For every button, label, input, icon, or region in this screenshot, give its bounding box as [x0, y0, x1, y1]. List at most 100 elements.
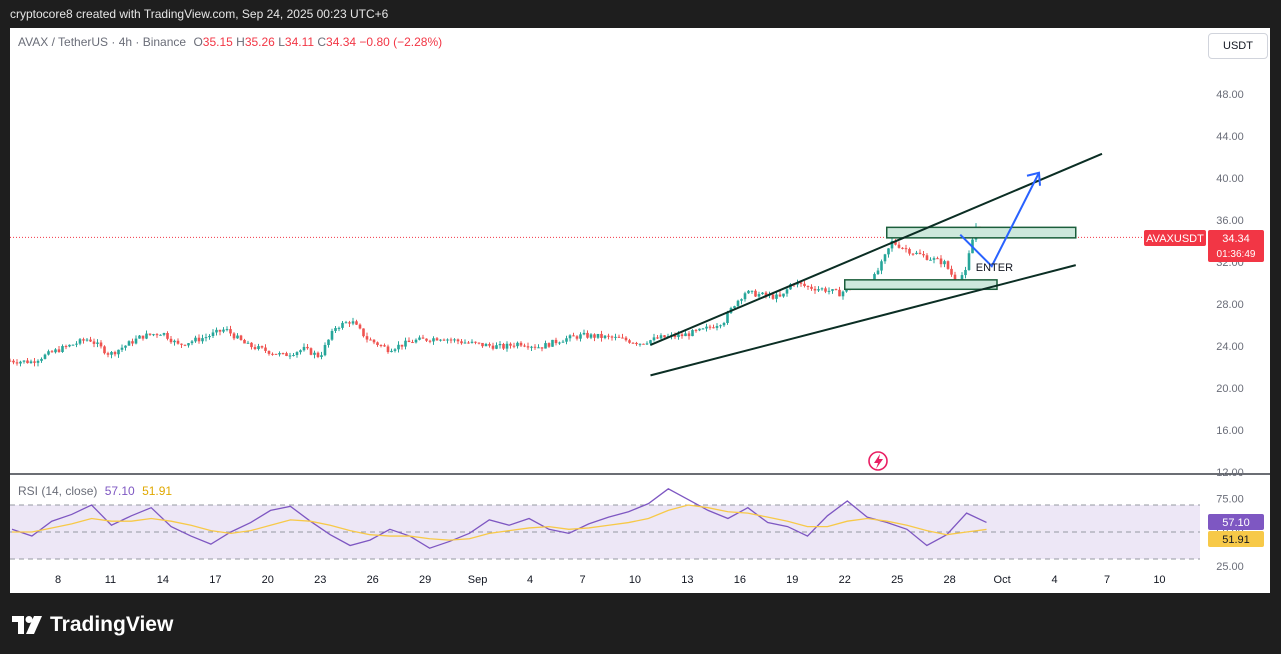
candle-body: [908, 248, 911, 254]
candle-body: [638, 343, 642, 345]
candle-body: [712, 327, 715, 329]
candle-body: [803, 283, 806, 287]
candle-body: [904, 248, 908, 250]
candle-body: [292, 355, 295, 357]
candle-body: [127, 341, 131, 346]
candle-body: [887, 248, 890, 255]
candle-body: [50, 351, 54, 353]
candle-body: [831, 289, 834, 291]
candle-body: [446, 339, 449, 341]
candle-body: [187, 343, 190, 346]
candle-body: [176, 340, 180, 344]
candle-body: [470, 341, 474, 343]
candle-body: [302, 346, 306, 351]
candle-body: [358, 324, 362, 329]
candle-body: [201, 338, 204, 342]
candle-body: [211, 332, 215, 336]
candle-body: [148, 333, 152, 335]
candle-body: [120, 347, 124, 350]
candle-body: [40, 358, 43, 361]
symbol-legend[interactable]: AVAX / TetherUS · 4h · Binance O35.15 H3…: [18, 35, 442, 49]
enter-label: ENTER: [976, 262, 1013, 274]
price-chart[interactable]: ENTER 48.0044.0040.0036.0032.0028.0024.0…: [10, 28, 1270, 593]
candle-body: [530, 346, 533, 348]
price-tick-label: 44.00: [1216, 131, 1244, 143]
candle-body: [810, 286, 813, 289]
candle-body: [932, 258, 936, 260]
candle-body: [320, 355, 323, 357]
price-zone: [886, 226, 1077, 239]
candle-body: [180, 343, 183, 345]
tradingview-logo-icon: [12, 616, 42, 634]
candle-body: [10, 360, 12, 362]
candle-body: [99, 342, 103, 347]
candle-body: [722, 322, 726, 326]
candle-body: [96, 342, 99, 344]
candle-body: [155, 334, 159, 336]
candle-body: [239, 335, 243, 340]
close-label: C: [317, 35, 327, 49]
candle-body: [222, 329, 225, 332]
candle-body: [705, 326, 708, 329]
candle-body: [267, 350, 271, 354]
candle-body: [880, 261, 883, 271]
candle-body: [12, 360, 15, 363]
candle-body: [771, 294, 775, 299]
candle-body: [750, 290, 754, 292]
candle-body: [813, 288, 817, 291]
currency-button[interactable]: USDT: [1208, 33, 1268, 59]
rsi-ma-tag: 51.91: [1208, 531, 1264, 547]
projection-arrow[interactable]: [959, 171, 1041, 268]
tradingview-wordmark: TradingView: [50, 613, 174, 636]
candle-body: [152, 334, 155, 336]
candle-body: [964, 269, 967, 276]
candle-body: [281, 353, 285, 355]
candle-body: [624, 337, 628, 341]
symbol-tag: AVAXUSDT: [1144, 230, 1206, 246]
candle-body: [929, 259, 932, 261]
rsi-legend[interactable]: RSI (14, close) 57.10 51.91: [18, 484, 172, 498]
candle-body: [365, 336, 369, 340]
candle-body: [124, 345, 127, 348]
time-tick-label: 23: [314, 574, 326, 586]
trendlines[interactable]: [650, 152, 1103, 377]
tradingview-logo[interactable]: TradingView: [12, 612, 173, 638]
candle-body: [596, 333, 600, 338]
price-axis[interactable]: 48.0044.0040.0036.0032.0028.0024.0020.00…: [1216, 89, 1244, 479]
candle-body: [78, 339, 82, 344]
candle-body: [509, 343, 512, 346]
candle-body: [85, 339, 89, 341]
candle-body: [572, 335, 575, 337]
candle-body: [393, 349, 397, 351]
candle-body: [610, 336, 614, 338]
candle-body: [715, 326, 719, 328]
time-tick-label: 20: [262, 574, 274, 586]
time-tick-label: Oct: [994, 574, 1011, 586]
candle-body: [603, 335, 607, 338]
candle-body: [327, 339, 330, 346]
lightning-icon[interactable]: [868, 451, 888, 471]
candle-body: [834, 289, 838, 291]
candle-body: [778, 294, 782, 297]
time-tick-label: 4: [1051, 574, 1057, 586]
candle-body: [551, 339, 554, 347]
rsi-line: [11, 488, 987, 549]
candle-body: [271, 353, 274, 355]
candle-body: [43, 354, 47, 359]
time-tick-label: 17: [209, 574, 221, 586]
candle-body: [379, 345, 383, 347]
candle-body: [204, 337, 208, 339]
time-tick-label: 16: [734, 574, 746, 586]
candle-body: [841, 291, 845, 297]
candle-body: [782, 293, 785, 297]
candle-body: [26, 360, 29, 364]
candle-body: [71, 344, 75, 346]
candle-body: [600, 333, 603, 338]
chart-container[interactable]: ENTER 48.00 44.00 40.00 36.00 32.00 28.00 24.0…: [10, 28, 1270, 593]
candle-body: [344, 322, 348, 324]
candle-body: [946, 261, 950, 269]
candle-body: [208, 335, 211, 338]
time-axis[interactable]: 8 11 14 17 20 23 26 29 Sep 4 7 10 13 16 19 22 25 28 Oct 4 7 1…: [55, 574, 1166, 586]
candle-body: [173, 340, 176, 343]
price-tick-label: 48.00: [1216, 89, 1244, 101]
